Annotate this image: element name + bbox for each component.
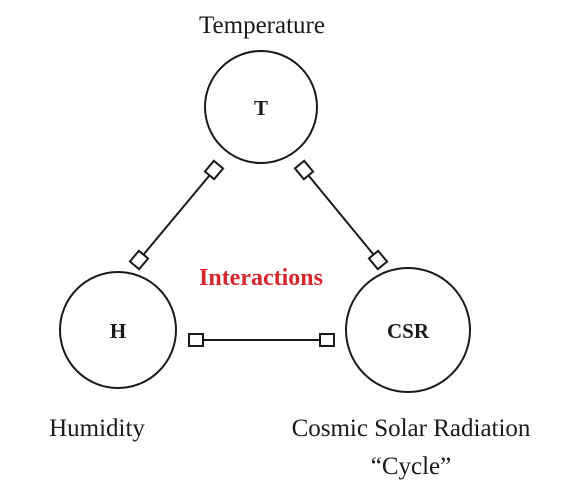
node-label: H <box>110 319 126 343</box>
center-label: Interactions <box>199 265 323 291</box>
links <box>128 159 389 347</box>
node-subcaption: “Cycle” <box>371 453 452 480</box>
node-label: T <box>254 96 268 120</box>
link-end <box>293 159 315 181</box>
link-end <box>188 333 204 347</box>
link-line <box>138 169 215 261</box>
node-circle <box>345 267 471 393</box>
link-end <box>203 159 225 181</box>
link-end <box>367 249 389 271</box>
node-caption: Temperature <box>199 12 325 39</box>
node-circle <box>204 50 318 164</box>
node-caption: Humidity <box>49 415 145 442</box>
node-caption: Cosmic Solar Radiation <box>292 415 531 442</box>
link-line <box>303 169 379 261</box>
link-end <box>128 249 150 271</box>
node-label: CSR <box>387 319 430 343</box>
node-circle <box>59 271 177 389</box>
link-end <box>319 333 335 347</box>
